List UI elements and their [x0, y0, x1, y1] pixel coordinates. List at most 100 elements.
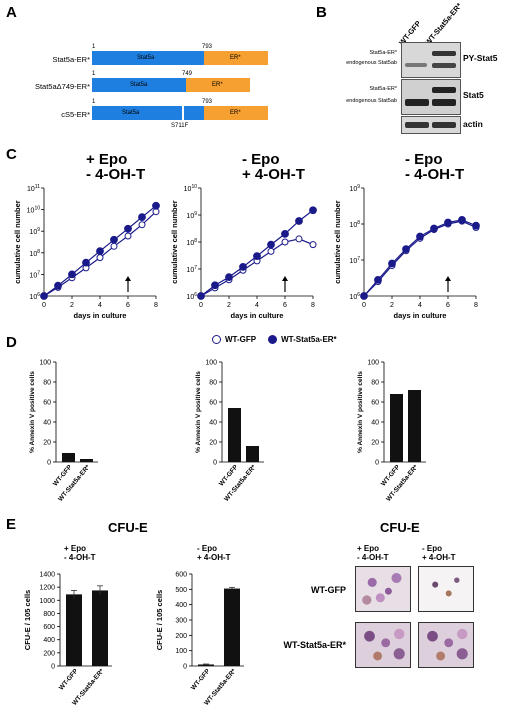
- legend-label: WT-Stat5a-ER*: [281, 335, 337, 344]
- micro-col-header: + Epo - 4-OH-T: [357, 544, 389, 562]
- micrograph-image: [418, 566, 474, 612]
- y-tick-label: 60: [371, 400, 379, 407]
- band: [405, 99, 429, 106]
- y-tick-label: 60: [209, 400, 217, 407]
- bar: [80, 459, 93, 462]
- y-tick-label: 1000: [39, 598, 55, 605]
- panel-letter-e: E: [6, 516, 17, 533]
- bar: [224, 588, 240, 666]
- condition-line: + Epo: [64, 544, 87, 553]
- open-circle-icon: [212, 335, 221, 344]
- data-point: [388, 259, 396, 268]
- data-point: [472, 221, 480, 230]
- y-tick-label: 600: [175, 572, 187, 579]
- y-tick-label: 108: [186, 238, 197, 247]
- micro-col-header: - Epo + 4-OH-T: [422, 544, 456, 562]
- y-tick-label: 1010: [184, 184, 198, 193]
- y-tick-label: 107: [349, 256, 360, 265]
- blot-label: PY-Stat5: [463, 53, 498, 63]
- band: [432, 122, 456, 128]
- data-point: [40, 292, 48, 300]
- y-tick-label: 109: [186, 211, 197, 220]
- blot-actin: [401, 116, 461, 134]
- y-tick-label: 80: [43, 380, 51, 387]
- y-tick-label: 40: [371, 420, 379, 427]
- condition-line: + Epo: [86, 151, 128, 168]
- er-domain: ER*: [186, 78, 250, 92]
- data-point: [253, 252, 261, 261]
- x-tick-label: 6: [126, 302, 130, 309]
- data-point: [152, 201, 160, 210]
- data-point: [225, 273, 233, 282]
- stat5a-domain: Stat5a: [92, 51, 204, 65]
- data-point: [68, 270, 76, 279]
- y-tick-label: 400: [175, 602, 187, 609]
- filled-circle-icon: [268, 335, 278, 344]
- mutation-label: S711F: [171, 123, 189, 129]
- condition-title: + Epo - 4-OH-T: [86, 152, 145, 182]
- bar: [92, 590, 108, 666]
- band: [432, 87, 456, 93]
- y-tick-label: 0: [375, 460, 379, 467]
- y-tick-label: 500: [175, 587, 187, 594]
- construct-name: Stat5a-ER*: [52, 55, 90, 64]
- y-tick-label: 20: [209, 440, 217, 447]
- stat5a-domain: Stat5a: [92, 78, 186, 92]
- bar: [390, 394, 403, 462]
- y-tick-label: 106: [186, 292, 197, 301]
- blot-label: actin: [463, 119, 483, 129]
- cfu-condition: - Epo + 4-OH-T: [197, 544, 231, 562]
- x-axis-label: days in culture: [231, 311, 284, 320]
- construct-num-start: 1: [92, 44, 96, 50]
- y-axis-label: % Annexin V positive cells: [29, 371, 36, 453]
- x-tick-label: 2: [390, 302, 394, 309]
- y-tick-label: 200: [175, 633, 187, 640]
- y-tick-label: 108: [29, 249, 40, 258]
- condition-title: - Epo + 4-OH-T: [242, 152, 305, 182]
- construct-num-end: 793: [202, 99, 213, 105]
- y-tick-label: 1011: [27, 184, 40, 193]
- bar: [408, 390, 421, 462]
- data-point: [360, 292, 368, 300]
- data-point: [138, 213, 146, 221]
- y-tick-label: 300: [175, 618, 187, 625]
- micrograph-image: [355, 622, 411, 668]
- micrograph-image: [418, 622, 474, 668]
- stat5a-domain-label: Stat5a: [137, 55, 155, 61]
- condition-line: + 4-OH-T: [242, 166, 305, 183]
- y-tick-label: 100: [175, 648, 187, 655]
- data-point: [430, 224, 438, 233]
- data-point: [402, 245, 410, 254]
- y-tick-label: 0: [47, 460, 51, 467]
- y-tick-label: 400: [43, 637, 55, 644]
- blot-label: Stat5: [463, 90, 484, 100]
- x-tick-label: WT-GFP: [190, 667, 212, 691]
- panel-letter-c: C: [6, 146, 17, 163]
- blot-side-label: Stat5a-ER*: [369, 50, 397, 56]
- y-tick-label: 109: [349, 184, 360, 193]
- y-tick-label: 109: [29, 227, 40, 236]
- condition-line: - Epo: [422, 544, 442, 553]
- y-tick-label: 100: [367, 360, 379, 367]
- stat5a-domain: Stat5a: [92, 106, 204, 120]
- data-point: [374, 276, 382, 284]
- y-axis-label: cumulative cell number: [13, 200, 22, 283]
- panel-letter-d: D: [6, 334, 17, 351]
- blot-stat5: [401, 79, 461, 115]
- er-domain-label: ER*: [230, 110, 241, 116]
- band: [432, 63, 456, 68]
- band: [432, 99, 456, 106]
- er-domain-label: ER*: [230, 55, 241, 61]
- x-tick-label: 2: [70, 302, 74, 309]
- band: [432, 51, 456, 56]
- condition-line: - 4-OH-T: [405, 166, 465, 183]
- micro-row-label: WT-Stat5a-ER*: [283, 640, 346, 650]
- y-axis-label: cumulative cell number: [170, 200, 179, 283]
- growth-curve-charts: 106 107 108 109 1010 1011 0 2 4 6 8 days in culture…: [13, 184, 480, 320]
- construct-name: cS5-ER*: [61, 110, 90, 119]
- mutation-mark: [182, 106, 184, 120]
- y-tick-label: 40: [43, 420, 51, 427]
- data-point: [239, 262, 247, 271]
- data-point: [82, 258, 90, 267]
- y-axis-label: % Annexin V positive cells: [357, 371, 364, 453]
